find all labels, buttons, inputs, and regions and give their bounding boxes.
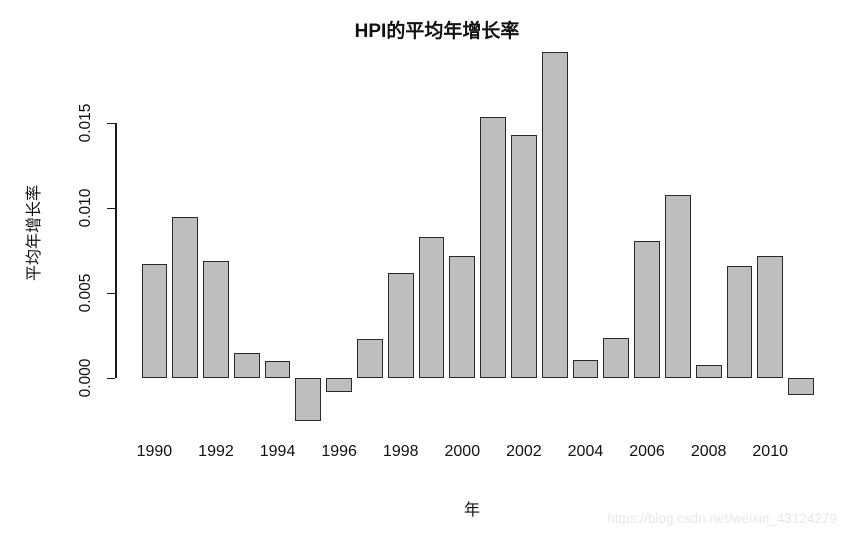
bar-2002 [510, 135, 537, 379]
x-tick-label: 1996 [321, 443, 357, 460]
y-axis-line [115, 123, 117, 379]
x-tick-label: 2000 [444, 443, 481, 460]
bar-2009 [726, 266, 753, 379]
bar-1991 [172, 216, 199, 379]
bar-2010 [757, 255, 784, 379]
chart-title: HPI的平均年增长率 [354, 21, 520, 42]
y-tick-label: 0.000 [77, 358, 94, 398]
bar-1994 [264, 361, 291, 379]
bar-1993 [233, 352, 260, 379]
bar-1999 [418, 237, 445, 379]
x-tick-label: 1994 [259, 443, 296, 460]
bar-1998 [387, 272, 414, 379]
bar-1996 [326, 378, 353, 392]
y-axis-tick [107, 377, 115, 380]
x-tick-label: 2010 [752, 443, 788, 460]
bar-2011 [788, 378, 814, 396]
bar-1990 [141, 264, 168, 379]
x-tick-label: 1990 [136, 443, 173, 460]
y-tick-label: 0.005 [77, 273, 94, 313]
bar-2006 [634, 240, 660, 379]
bar-2001 [480, 116, 506, 379]
y-tick-label: 0.015 [77, 103, 94, 143]
y-axis-tick [107, 122, 115, 125]
bar-2005 [603, 337, 630, 379]
x-axis-label: 年 [463, 502, 481, 519]
bar-2003 [541, 51, 568, 379]
bar-2008 [695, 364, 722, 379]
x-tick-label: 1992 [198, 443, 234, 460]
x-tick-label: 2002 [506, 443, 542, 460]
bar-1992 [203, 261, 229, 379]
x-tick-label: 2006 [629, 443, 665, 460]
y-tick-label: 0.010 [77, 188, 94, 228]
y-axis-tick [107, 207, 115, 210]
bar-1997 [357, 339, 383, 379]
bar-2004 [572, 359, 599, 379]
bar-1995 [295, 378, 322, 421]
bar-2007 [664, 194, 691, 379]
x-tick-label: 2004 [567, 443, 604, 460]
x-tick-label: 1998 [382, 443, 419, 460]
watermark: https://blog.csdn.net/weixin_43124279 [607, 511, 837, 526]
bar-2000 [449, 255, 476, 379]
x-tick-label: 2008 [690, 443, 727, 460]
y-axis-tick [107, 292, 115, 295]
